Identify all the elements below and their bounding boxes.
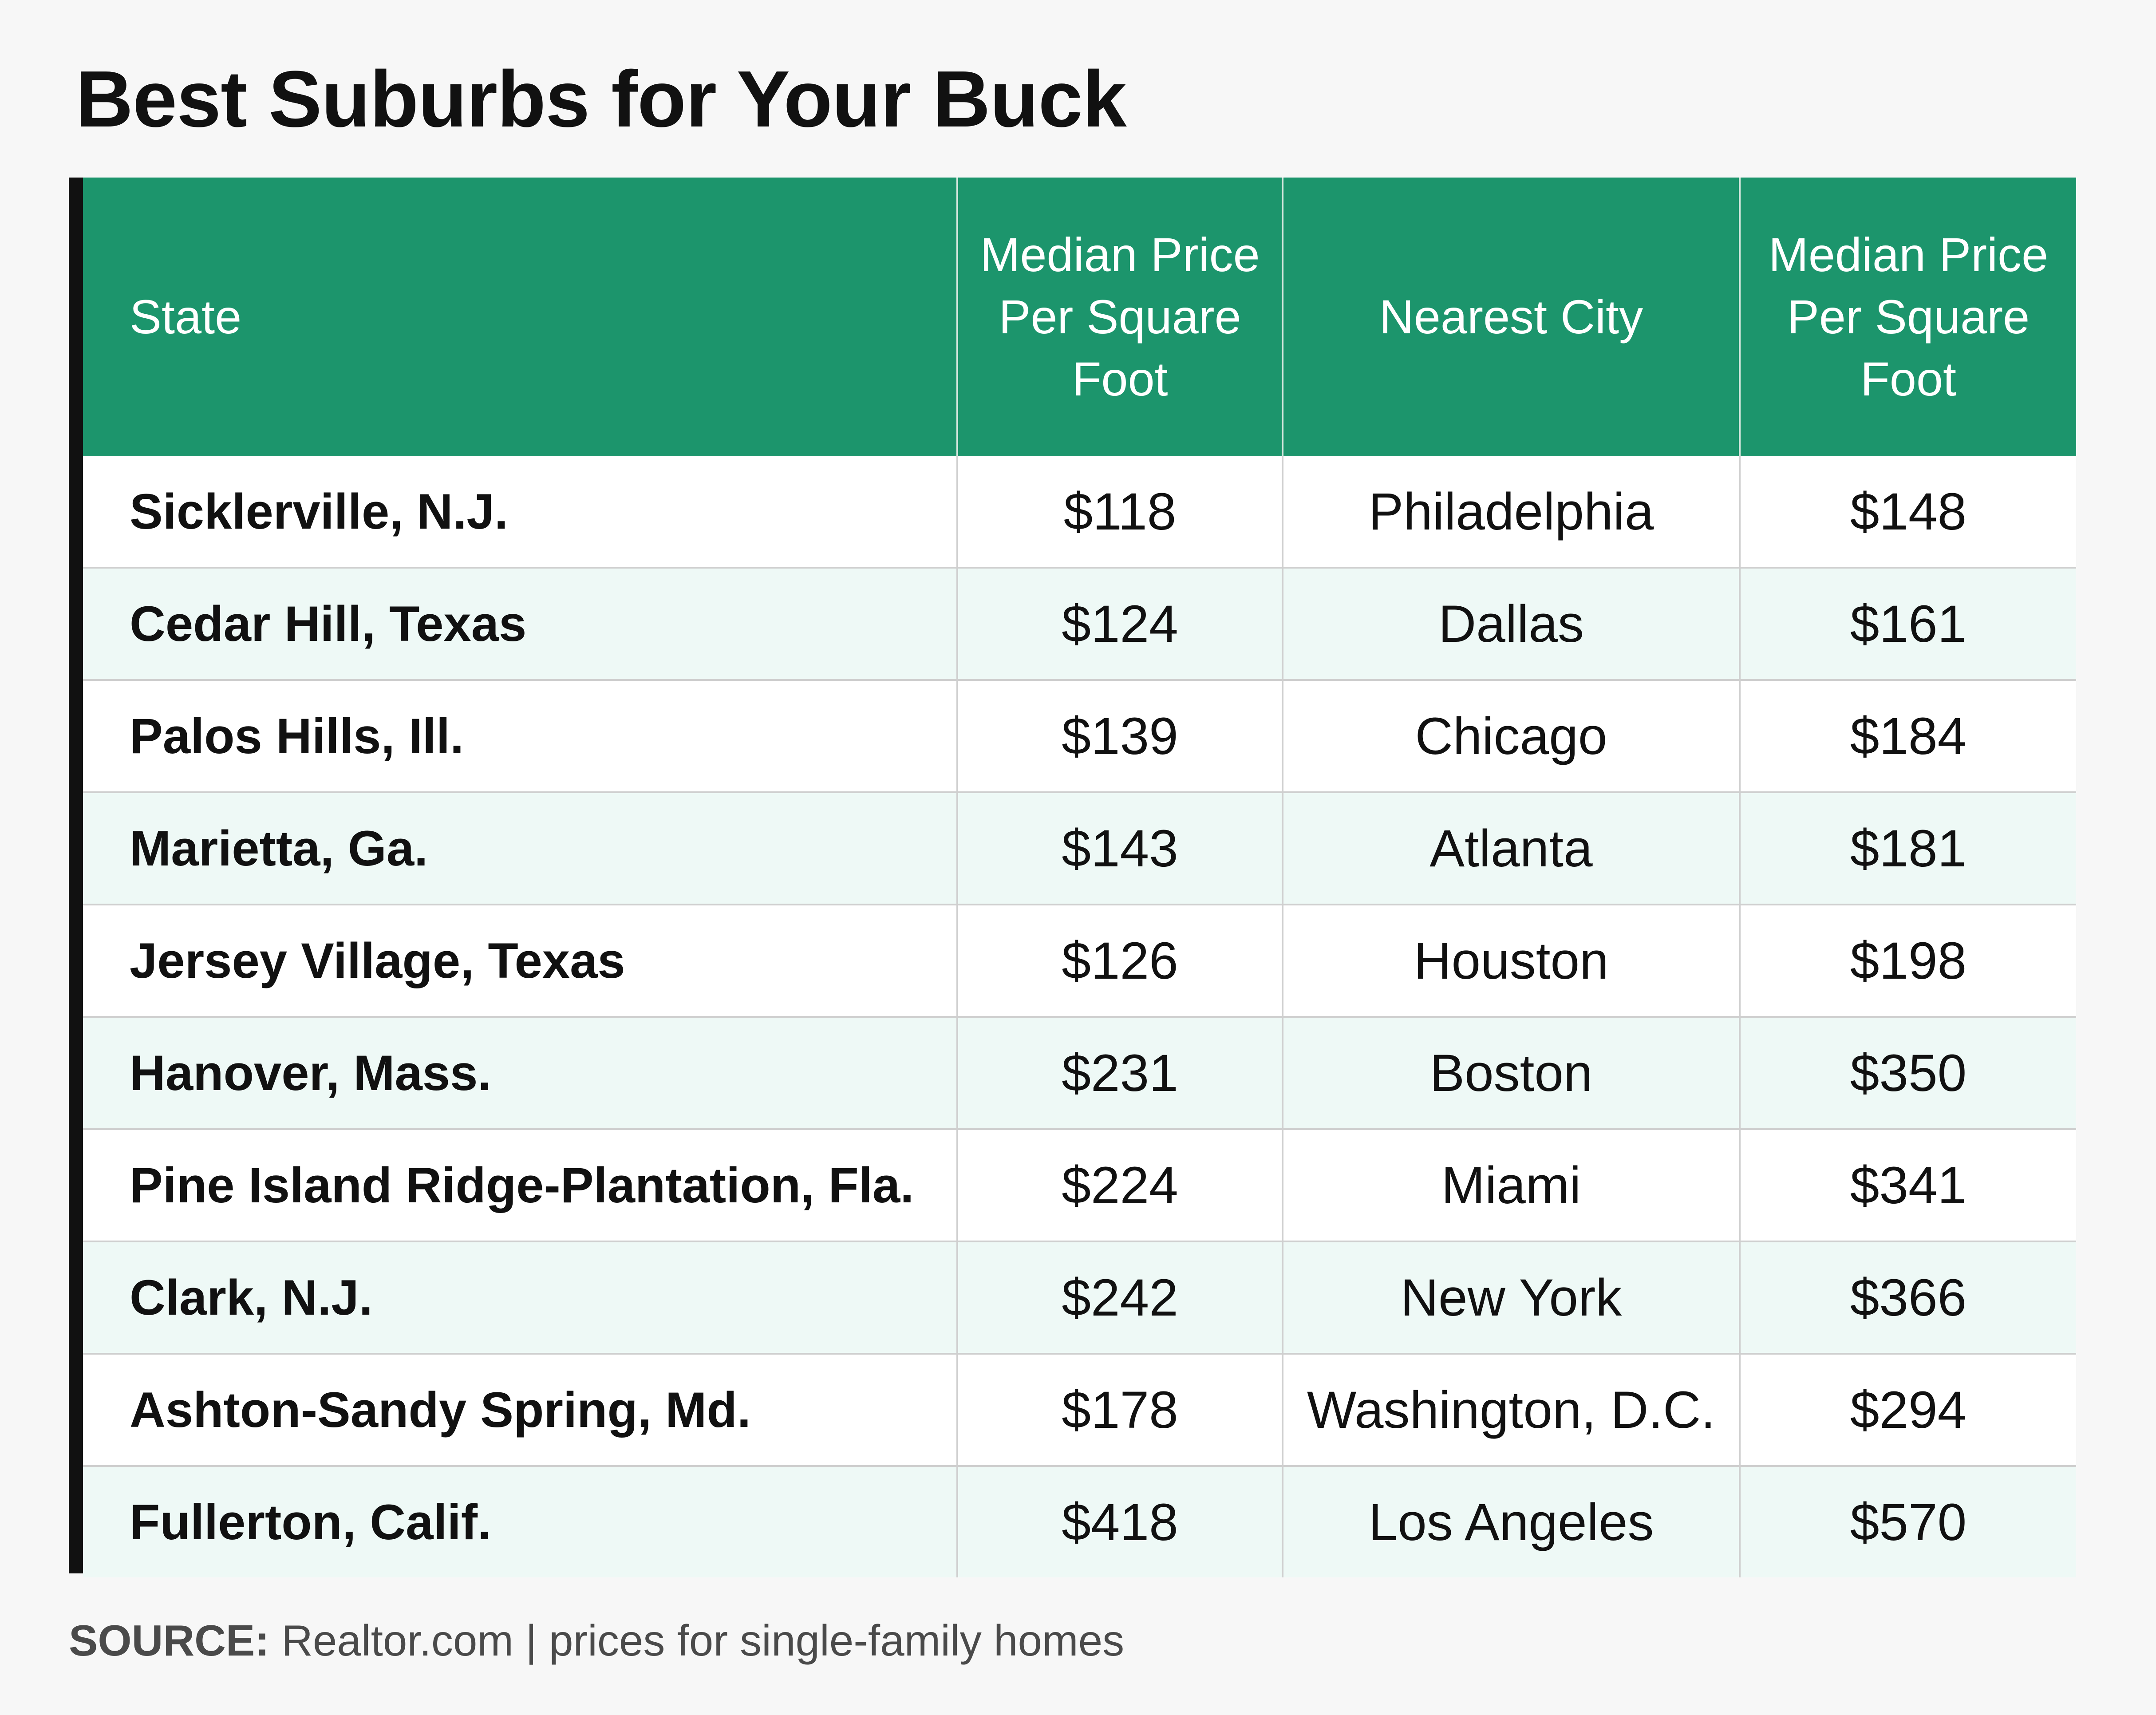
- table-cell: $178: [956, 1353, 1283, 1466]
- table-cell: Jersey Village, Texas: [83, 904, 957, 1017]
- table-row: Hanover, Mass. $231 Boston $350: [83, 1016, 2076, 1129]
- table-row: Jersey Village, Texas $126 Houston $198: [83, 904, 2076, 1017]
- table-cell: Philadelphia: [1282, 456, 1740, 568]
- header-row: State Median Price Per Square Foot Nearest…: [83, 178, 2076, 456]
- table-cell: Fullerton, Calif.: [83, 1465, 957, 1577]
- table-cell: $350: [1739, 1016, 2076, 1129]
- table-cell: $231: [956, 1016, 1283, 1129]
- source-note: SOURCE: Realtor.com | prices for single-…: [69, 1616, 1124, 1666]
- table-row: Sicklerville, N.J. $118 Philadelphia $148: [83, 456, 2076, 568]
- table-cell: Cedar Hill, Texas: [83, 567, 957, 680]
- table-cell: $143: [956, 791, 1283, 905]
- table-cell: $124: [956, 567, 1283, 680]
- table-cell: $341: [1739, 1128, 2076, 1241]
- table-row: Ashton-Sandy Spring, Md. $178 Washington, …: [83, 1353, 2076, 1466]
- table-body: Sicklerville, N.J. $118 Philadelphia $148 Ce…: [83, 456, 2076, 1577]
- table-cell: Dallas: [1282, 567, 1740, 680]
- table-row: Clark, N.J. $242 New York $366: [83, 1241, 2076, 1354]
- table-cell: Palos Hills, Ill.: [83, 679, 957, 792]
- table-row: Marietta, Ga. $143 Atlanta $181: [83, 791, 2076, 905]
- source-label: SOURCE:: [69, 1616, 269, 1665]
- table-cell: $118: [956, 456, 1283, 568]
- table-row: Palos Hills, Ill. $139 Chicago $184: [83, 679, 2076, 792]
- table-cell: $366: [1739, 1241, 2076, 1354]
- column-header: Median Price Per Square Foot: [1739, 178, 2076, 456]
- table-cell: Sicklerville, N.J.: [83, 456, 957, 568]
- data-table: State Median Price Per Square Foot Nearest…: [83, 178, 2076, 1577]
- table-cell: Miami: [1282, 1128, 1740, 1241]
- table-cell: $570: [1739, 1465, 2076, 1577]
- table-cell: $139: [956, 679, 1283, 792]
- table-row: Pine Island Ridge-Plantation, Fla. $224 Mi…: [83, 1128, 2076, 1241]
- table-cell: New York: [1282, 1241, 1740, 1354]
- column-header: Median Price Per Square Foot: [956, 178, 1283, 456]
- column-header: Nearest City: [1282, 178, 1740, 456]
- table-cell: Houston: [1282, 904, 1740, 1017]
- table-cell: $198: [1739, 904, 2076, 1017]
- table-cell: $242: [956, 1241, 1283, 1354]
- table-cell: $418: [956, 1465, 1283, 1577]
- table-cell: $224: [956, 1128, 1283, 1241]
- table-cell: Hanover, Mass.: [83, 1016, 957, 1129]
- table-cell: Pine Island Ridge-Plantation, Fla.: [83, 1128, 957, 1241]
- table-cell: $126: [956, 904, 1283, 1017]
- table-cell: Atlanta: [1282, 791, 1740, 905]
- table-row: Cedar Hill, Texas $124 Dallas $161: [83, 567, 2076, 680]
- table-cell: $148: [1739, 456, 2076, 568]
- table-cell: $184: [1739, 679, 2076, 792]
- table-cell: $294: [1739, 1353, 2076, 1466]
- table-cell: Chicago: [1282, 679, 1740, 792]
- column-header: State: [83, 178, 957, 456]
- table-cell: Los Angeles: [1282, 1465, 1740, 1577]
- page-title: Best Suburbs for Your Buck: [75, 55, 1127, 144]
- table-cell: $181: [1739, 791, 2076, 905]
- table-cell: $161: [1739, 567, 2076, 680]
- source-text: Realtor.com | prices for single-family h…: [281, 1616, 1125, 1665]
- table-header: State Median Price Per Square Foot Nearest…: [83, 178, 2076, 456]
- data-table-frame: State Median Price Per Square Foot Nearest…: [69, 178, 2076, 1577]
- table-cell: Boston: [1282, 1016, 1740, 1129]
- table-cell: Washington, D.C.: [1282, 1353, 1740, 1466]
- table-row: Fullerton, Calif. $418 Los Angeles $570: [83, 1465, 2076, 1577]
- table-cell: Clark, N.J.: [83, 1241, 957, 1354]
- table-cell: Marietta, Ga.: [83, 791, 957, 905]
- table-cell: Ashton-Sandy Spring, Md.: [83, 1353, 957, 1466]
